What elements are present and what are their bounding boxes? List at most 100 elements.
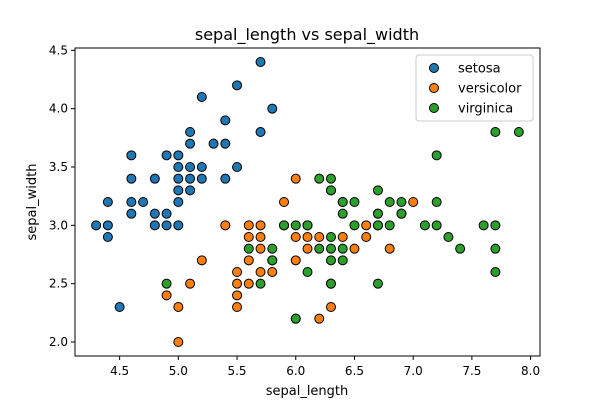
point-setosa-10 <box>149 220 160 231</box>
point-versicolor-41 <box>384 243 395 254</box>
point-setosa-30 <box>208 138 219 149</box>
point-setosa-14 <box>161 208 172 219</box>
x-tick-label: 8.0 <box>521 364 540 378</box>
point-versicolor-38 <box>361 220 372 231</box>
point-virginica-32 <box>419 220 430 231</box>
point-virginica-17 <box>325 173 336 184</box>
x-tick-label: 7.5 <box>462 364 481 378</box>
point-versicolor-26 <box>302 243 313 254</box>
point-versicolor-14 <box>255 267 266 277</box>
legend-marker-setosa <box>429 63 439 73</box>
legend-marker-virginica <box>429 103 439 113</box>
point-versicolor-13 <box>243 220 254 231</box>
point-virginica-10 <box>314 243 325 254</box>
point-setosa-31 <box>220 173 231 184</box>
point-versicolor-1 <box>173 337 184 347</box>
point-setosa-17 <box>173 197 184 207</box>
point-virginica-40 <box>490 243 501 254</box>
point-setosa-9 <box>138 197 149 207</box>
x-axis: 4.5 5.0 5.5 6.0 6.5 7.0 7.5 8.0 <box>110 356 540 378</box>
point-setosa-23 <box>185 173 196 184</box>
x-tick-label: 7.0 <box>404 364 423 378</box>
point-setosa-35 <box>232 80 243 91</box>
point-virginica-34 <box>431 197 442 207</box>
x-tick-label: 5.5 <box>227 364 246 378</box>
point-virginica-39 <box>490 267 501 277</box>
point-virginica-41 <box>490 220 501 231</box>
point-versicolor-29 <box>314 313 325 324</box>
y-axis-label: sepal_width <box>25 164 40 241</box>
point-setosa-18 <box>173 185 184 196</box>
point-versicolor-17 <box>255 220 266 231</box>
point-virginica-36 <box>443 232 454 242</box>
point-setosa-5 <box>126 208 137 219</box>
point-setosa-8 <box>126 150 137 161</box>
y-tick-label: 3.0 <box>49 218 68 232</box>
point-versicolor-31 <box>325 302 336 312</box>
point-versicolor-23 <box>290 255 301 266</box>
point-versicolor-15 <box>255 243 266 254</box>
point-virginica-9 <box>302 220 313 231</box>
point-setosa-33 <box>220 115 231 126</box>
point-versicolor-21 <box>279 197 290 207</box>
point-versicolor-30 <box>314 232 325 242</box>
point-versicolor-18 <box>267 267 278 277</box>
point-versicolor-3 <box>185 278 196 289</box>
point-setosa-26 <box>185 127 196 137</box>
point-setosa-3 <box>102 197 113 207</box>
point-virginica-43 <box>513 127 524 137</box>
legend-marker-versicolor <box>429 83 439 93</box>
point-virginica-6 <box>290 313 301 324</box>
point-virginica-23 <box>349 197 360 207</box>
point-virginica-18 <box>337 255 348 266</box>
point-versicolor-6 <box>232 302 243 312</box>
point-virginica-26 <box>372 208 383 219</box>
point-virginica-42 <box>490 127 501 137</box>
point-versicolor-11 <box>243 255 254 266</box>
point-versicolor-37 <box>361 232 372 242</box>
x-tick-label: 4.5 <box>110 364 129 378</box>
point-setosa-11 <box>149 208 160 219</box>
point-versicolor-4 <box>196 255 207 266</box>
y-tick-label: 4.5 <box>49 43 68 57</box>
point-versicolor-34 <box>337 232 348 242</box>
data-points <box>91 57 524 347</box>
point-setosa-15 <box>161 150 172 161</box>
point-virginica-28 <box>384 220 395 231</box>
y-tick-label: 3.5 <box>49 160 68 174</box>
point-virginica-12 <box>325 278 336 289</box>
point-virginica-0 <box>161 278 172 289</box>
point-setosa-7 <box>126 173 137 184</box>
point-setosa-24 <box>185 162 196 172</box>
y-tick-label: 2.5 <box>49 277 68 291</box>
point-virginica-13 <box>325 255 336 266</box>
chart-title: sepal_length vs sepal_width <box>195 25 419 45</box>
x-tick-label: 5.0 <box>169 364 188 378</box>
point-virginica-7 <box>290 220 301 231</box>
point-virginica-2 <box>255 278 266 289</box>
point-versicolor-27 <box>302 232 313 242</box>
legend-label-versicolor: versicolor <box>458 82 522 97</box>
point-virginica-8 <box>302 267 313 277</box>
legend: setosa versicolor virginica <box>415 54 534 122</box>
point-versicolor-12 <box>243 232 254 242</box>
x-tick-label: 6.5 <box>345 364 364 378</box>
point-virginica-31 <box>396 197 407 207</box>
point-setosa-36 <box>255 127 266 137</box>
point-versicolor-25 <box>290 173 301 184</box>
point-setosa-25 <box>185 138 196 149</box>
point-versicolor-5 <box>220 220 231 231</box>
point-virginica-1 <box>243 243 254 254</box>
point-virginica-4 <box>267 243 278 254</box>
point-setosa-37 <box>255 57 266 67</box>
point-virginica-37 <box>455 243 466 254</box>
point-setosa-21 <box>173 150 184 161</box>
point-setosa-22 <box>185 185 196 196</box>
point-virginica-11 <box>314 173 325 184</box>
y-axis: 2.0 2.5 3.0 3.5 4.0 4.5 <box>49 43 75 349</box>
point-versicolor-9 <box>232 267 243 277</box>
y-tick-label: 4.0 <box>49 102 68 116</box>
point-virginica-29 <box>384 197 395 207</box>
point-setosa-16 <box>173 220 184 231</box>
plot-frame <box>74 47 541 357</box>
